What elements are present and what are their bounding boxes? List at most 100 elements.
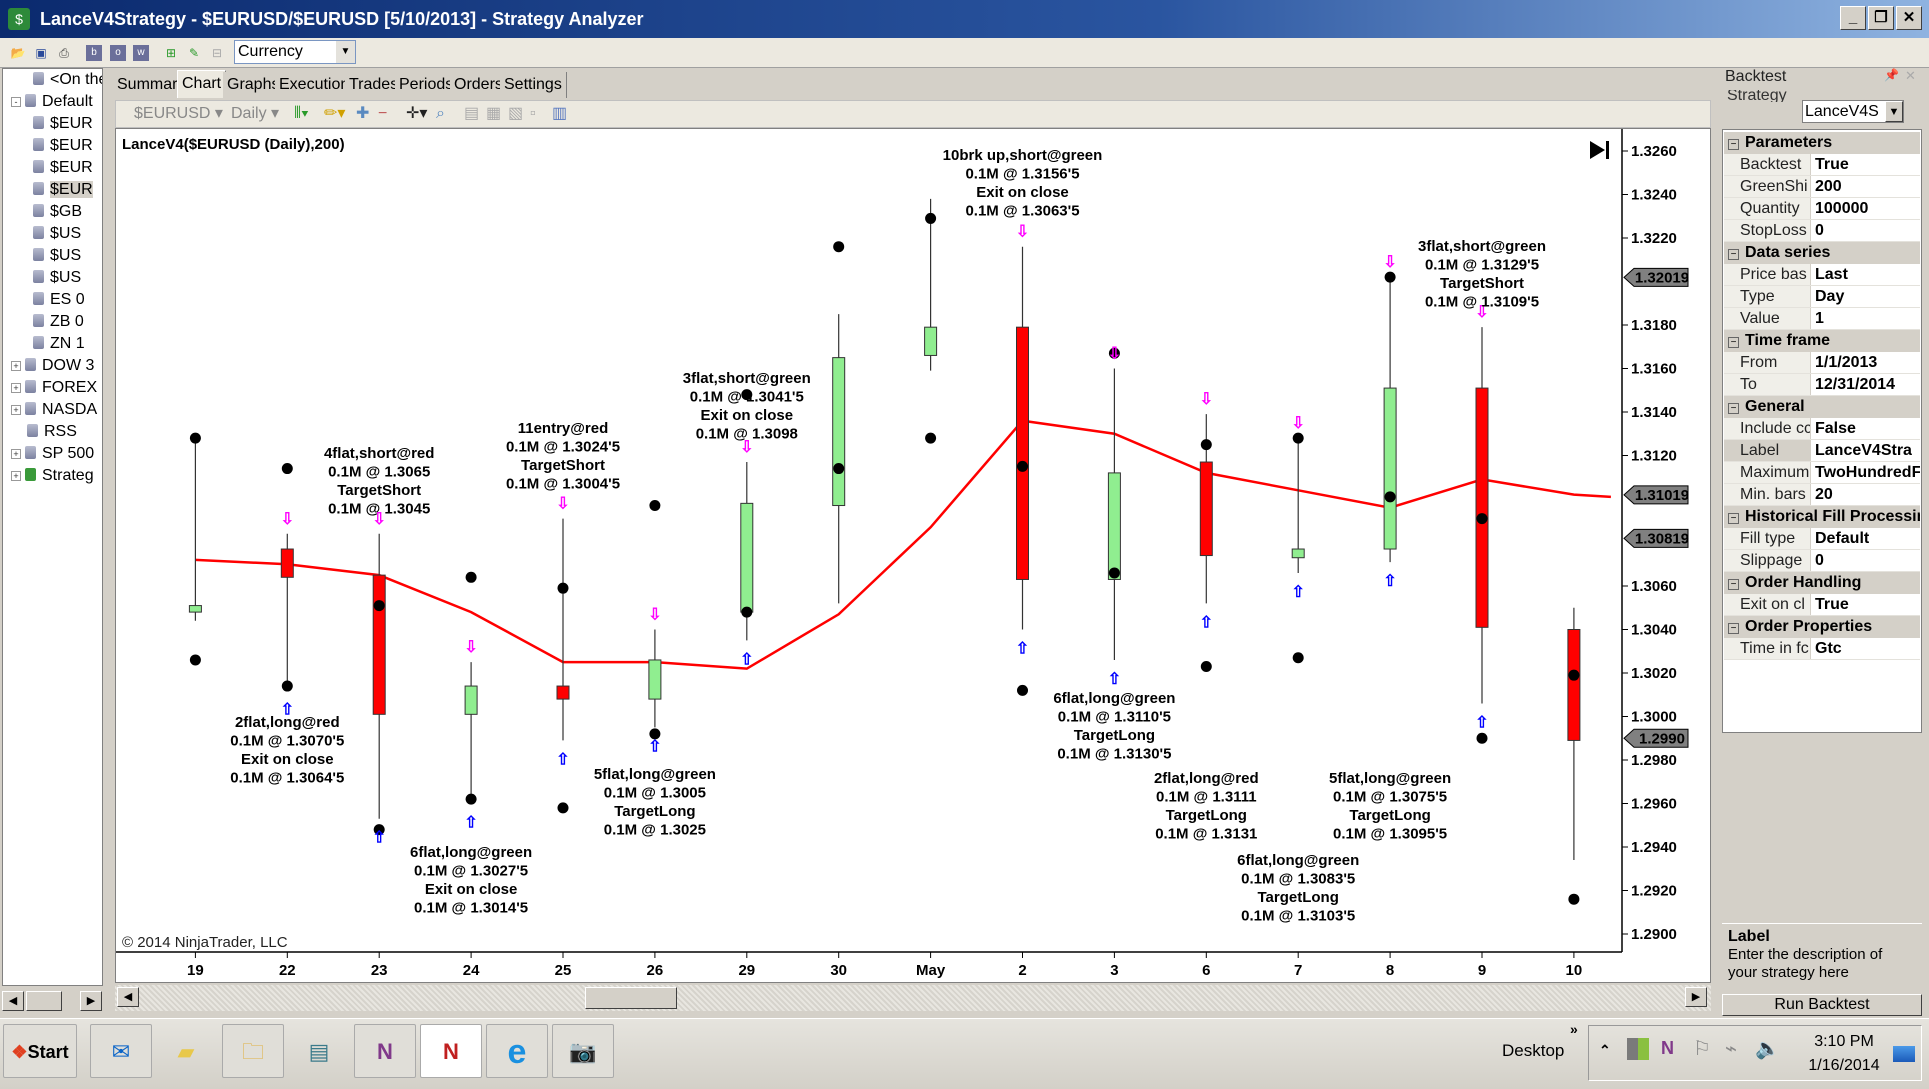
property-row[interactable]: Label LanceV4Stra	[1724, 440, 1920, 462]
run-backtest-button[interactable]: Run Backtest	[1722, 994, 1922, 1016]
chevron-down-icon[interactable]: ▼	[1885, 101, 1903, 122]
expand-icon[interactable]: +	[11, 361, 21, 371]
instrument-list-select[interactable]: Currency	[234, 40, 356, 64]
tree-item[interactable]: $US	[33, 245, 102, 267]
w-icon[interactable]: w	[133, 45, 149, 61]
expand-icon[interactable]: +	[11, 383, 21, 393]
property-category[interactable]: − General	[1724, 396, 1920, 418]
internet-explorer-icon[interactable]: e	[486, 1024, 548, 1078]
property-value[interactable]: True	[1815, 156, 1849, 173]
collapse-icon[interactable]: −	[1728, 337, 1739, 348]
property-row[interactable]: Exit on cl True	[1724, 594, 1920, 616]
scroll-right-button[interactable]: ▶	[1685, 987, 1707, 1007]
close-icon[interactable]: ✕	[1905, 68, 1916, 83]
price-chart[interactable]: 1.3260 1.3240 1.3220 1.3180 1.3160 1.3140 1.31…	[116, 129, 1712, 984]
tab-trades[interactable]: Trades	[345, 72, 404, 98]
property-category[interactable]: − Historical Fill Processin	[1724, 506, 1920, 528]
property-row[interactable]: Slippage 0	[1724, 550, 1920, 572]
property-value[interactable]: Last	[1815, 266, 1848, 283]
property-row[interactable]: Backtest True	[1724, 154, 1920, 176]
collapse-icon[interactable]: −	[1728, 623, 1739, 634]
scroll-left-button[interactable]: ◀	[117, 987, 139, 1007]
panel-icon[interactable]: ▥	[552, 105, 568, 122]
property-row[interactable]: From 1/1/2013	[1724, 352, 1920, 374]
collapse-icon[interactable]: −	[1728, 513, 1739, 524]
property-value[interactable]: Default	[1815, 530, 1870, 547]
b-icon[interactable]: b	[86, 45, 102, 61]
property-value[interactable]: 0	[1815, 552, 1824, 569]
save-icon[interactable]: ▣	[35, 46, 47, 60]
add-indicator-icon[interactable]: ✚	[356, 105, 370, 122]
collapse-icon[interactable]: −	[1728, 139, 1739, 150]
ninjatrader-icon[interactable]: N	[420, 1024, 482, 1078]
property-value[interactable]: 200	[1815, 178, 1842, 195]
interval-selector[interactable]: Daily ▾	[231, 105, 280, 122]
tree-item[interactable]: $EUR	[33, 179, 102, 201]
camera-icon[interactable]: 📷	[552, 1024, 614, 1078]
pencil-icon[interactable]: ✏▾	[324, 105, 346, 122]
tree-item[interactable]: + FOREX	[11, 377, 102, 399]
clock[interactable]: 3:10 PM 1/16/2014	[1799, 1030, 1889, 1078]
collapse-icon[interactable]: -	[11, 97, 21, 107]
property-row[interactable]: Price bas Last	[1724, 264, 1920, 286]
property-value[interactable]: 20	[1815, 486, 1833, 503]
properties-icon[interactable]: ▤	[464, 105, 480, 122]
chevron-down-icon[interactable]: ▼	[336, 41, 355, 63]
scroll-thumb[interactable]	[26, 991, 62, 1011]
o-icon[interactable]: o	[110, 45, 126, 61]
property-category[interactable]: − Order Properties	[1724, 616, 1920, 638]
chart-icon[interactable]: ▧	[508, 105, 524, 122]
collapse-icon[interactable]: −	[1728, 249, 1739, 260]
flag-icon[interactable]: ⚐	[1693, 1038, 1711, 1060]
tree-item[interactable]: $EUR	[33, 157, 102, 179]
close-button[interactable]: ✕	[1896, 6, 1922, 30]
minimize-button[interactable]: _	[1840, 6, 1866, 30]
tree-item[interactable]: ES 0	[33, 289, 102, 311]
onenote-icon[interactable]: N	[354, 1024, 416, 1078]
tree-item[interactable]: - Default	[11, 91, 102, 113]
instrument-selector[interactable]: $EURUSD ▾	[134, 105, 223, 122]
tab-orders[interactable]: Orders	[450, 72, 508, 98]
tree-item[interactable]: $EUR	[33, 113, 102, 135]
outlook-icon[interactable]: ✉	[90, 1024, 152, 1078]
sticky-notes-icon[interactable]: ▰	[177, 1039, 195, 1064]
tree-horizontal-scrollbar[interactable]: ◀ ▶	[2, 990, 103, 1012]
onenote-clip-icon[interactable]: N	[1661, 1038, 1674, 1058]
tab-chart[interactable]: Chart	[177, 70, 227, 98]
property-row[interactable]: Quantity 100000	[1724, 198, 1920, 220]
tree-item[interactable]: + SP 500	[11, 443, 102, 465]
print-icon[interactable]: ⎙	[59, 46, 69, 60]
zoom-icon[interactable]: ⌕	[436, 105, 445, 122]
property-category[interactable]: − Time frame	[1724, 330, 1920, 352]
property-row[interactable]: Include cc False	[1724, 418, 1920, 440]
property-value[interactable]: LanceV4Stra	[1815, 442, 1912, 459]
property-value[interactable]: 12/31/2014	[1815, 376, 1896, 393]
property-row[interactable]: GreenShi 200	[1724, 176, 1920, 198]
expand-icon[interactable]: +	[11, 449, 21, 459]
collapse-icon[interactable]: −	[1728, 403, 1739, 414]
collapse-icon[interactable]: −	[1728, 579, 1739, 590]
tree-item[interactable]: $EUR	[33, 135, 102, 157]
scroll-thumb[interactable]	[585, 987, 677, 1009]
tree-item[interactable]: $US	[33, 223, 102, 245]
chevron-right-icon[interactable]: »	[1570, 1021, 1578, 1037]
scroll-right-button[interactable]: ▶	[80, 991, 102, 1011]
power-icon[interactable]: ⌁	[1725, 1038, 1738, 1060]
property-row[interactable]: Min. bars 20	[1724, 484, 1920, 506]
remove-indicator-icon[interactable]: −	[378, 105, 388, 122]
window-icon[interactable]: ▤	[308, 1039, 330, 1064]
start-button[interactable]: ❖Start	[3, 1024, 77, 1078]
show-desktop-button[interactable]	[1893, 1046, 1915, 1062]
property-row[interactable]: Time in fc Gtc	[1724, 638, 1920, 660]
tree-item[interactable]: + Strateg	[11, 465, 102, 487]
property-row[interactable]: Fill type Default	[1724, 528, 1920, 550]
desktop-toolbar[interactable]: Desktop	[1502, 1041, 1565, 1060]
edit-icon[interactable]: ✎	[188, 46, 200, 60]
tab-graphs[interactable]: Graphs	[223, 72, 285, 98]
show-hidden-icons-icon[interactable]: ⌃	[1599, 1042, 1611, 1058]
strategy-icon[interactable]: ▫	[530, 105, 536, 122]
tree-item[interactable]: $GB	[33, 201, 102, 223]
tab-periods[interactable]: Periods	[395, 72, 459, 98]
remove-icon[interactable]: ⊟	[211, 46, 223, 60]
chart-panel[interactable]: 1.3260 1.3240 1.3220 1.3180 1.3160 1.3140 1.31…	[115, 128, 1711, 983]
